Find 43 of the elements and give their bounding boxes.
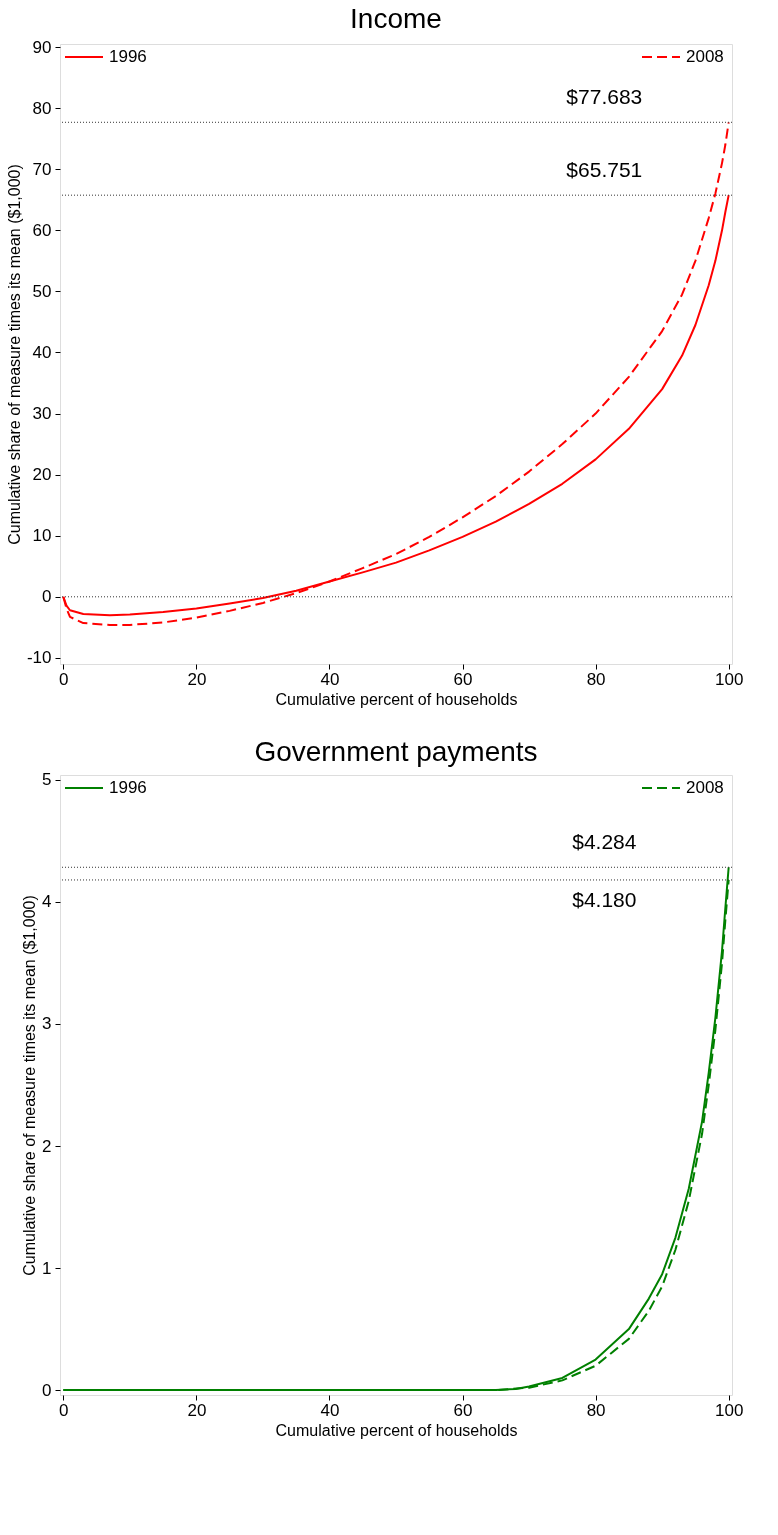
x-tick-label: 60 [453,1400,473,1420]
ref-line-label: $65.751 [566,158,643,182]
x-tick-label: 80 [586,669,606,689]
y-tick-label: 90 [32,37,52,57]
y-tick-label: 40 [32,342,52,362]
y-tick-label: 20 [32,465,52,485]
legend-label: 2008 [686,778,724,797]
y-axis-title: Cumulative share of measure times its mean ($1,000) [21,895,39,1276]
y-tick-label: -10 [26,648,52,668]
y-tick-label: 30 [32,404,52,424]
y-tick-label: 2 [42,1136,52,1156]
x-tick-label: 40 [320,669,340,689]
y-tick-label: 4 [42,892,52,912]
ref-line-label: $77.683 [566,85,643,109]
y-tick-label: 10 [32,526,52,546]
legend-label: 1996 [109,778,147,797]
x-tick-label: 0 [59,669,69,689]
x-tick-label: 100 [714,669,744,689]
x-axis-title: Cumulative percent of households [275,1421,518,1439]
y-tick-label: 50 [32,281,52,301]
x-tick-label: 60 [453,669,473,689]
x-tick-label: 80 [586,1400,606,1420]
y-tick-label: 3 [42,1014,52,1034]
y-tick-label: 0 [42,1380,52,1400]
chart-title: Income [350,3,442,35]
y-tick-label: 60 [32,220,52,240]
x-tick-label: 0 [59,1400,69,1420]
y-tick-label: 0 [42,587,52,607]
x-axis-title: Cumulative percent of households [275,690,518,708]
ref-line-label: $4.284 [572,830,637,854]
x-tick-label: 40 [320,1400,340,1420]
x-tick-label: 100 [714,1400,744,1420]
x-tick-label: 20 [187,1400,207,1420]
x-tick-label: 20 [187,669,207,689]
legend-label: 1996 [109,47,147,66]
ref-line-label: $4.180 [572,887,637,911]
chart-title: Government payments [254,735,538,767]
y-tick-label: 80 [32,98,52,118]
y-tick-label: 5 [42,770,52,790]
y-axis-title: Cumulative share of measure times its mean ($1,000) [5,164,23,545]
y-tick-label: 1 [42,1258,52,1278]
legend-label: 2008 [686,47,724,66]
y-tick-label: 70 [32,159,52,179]
